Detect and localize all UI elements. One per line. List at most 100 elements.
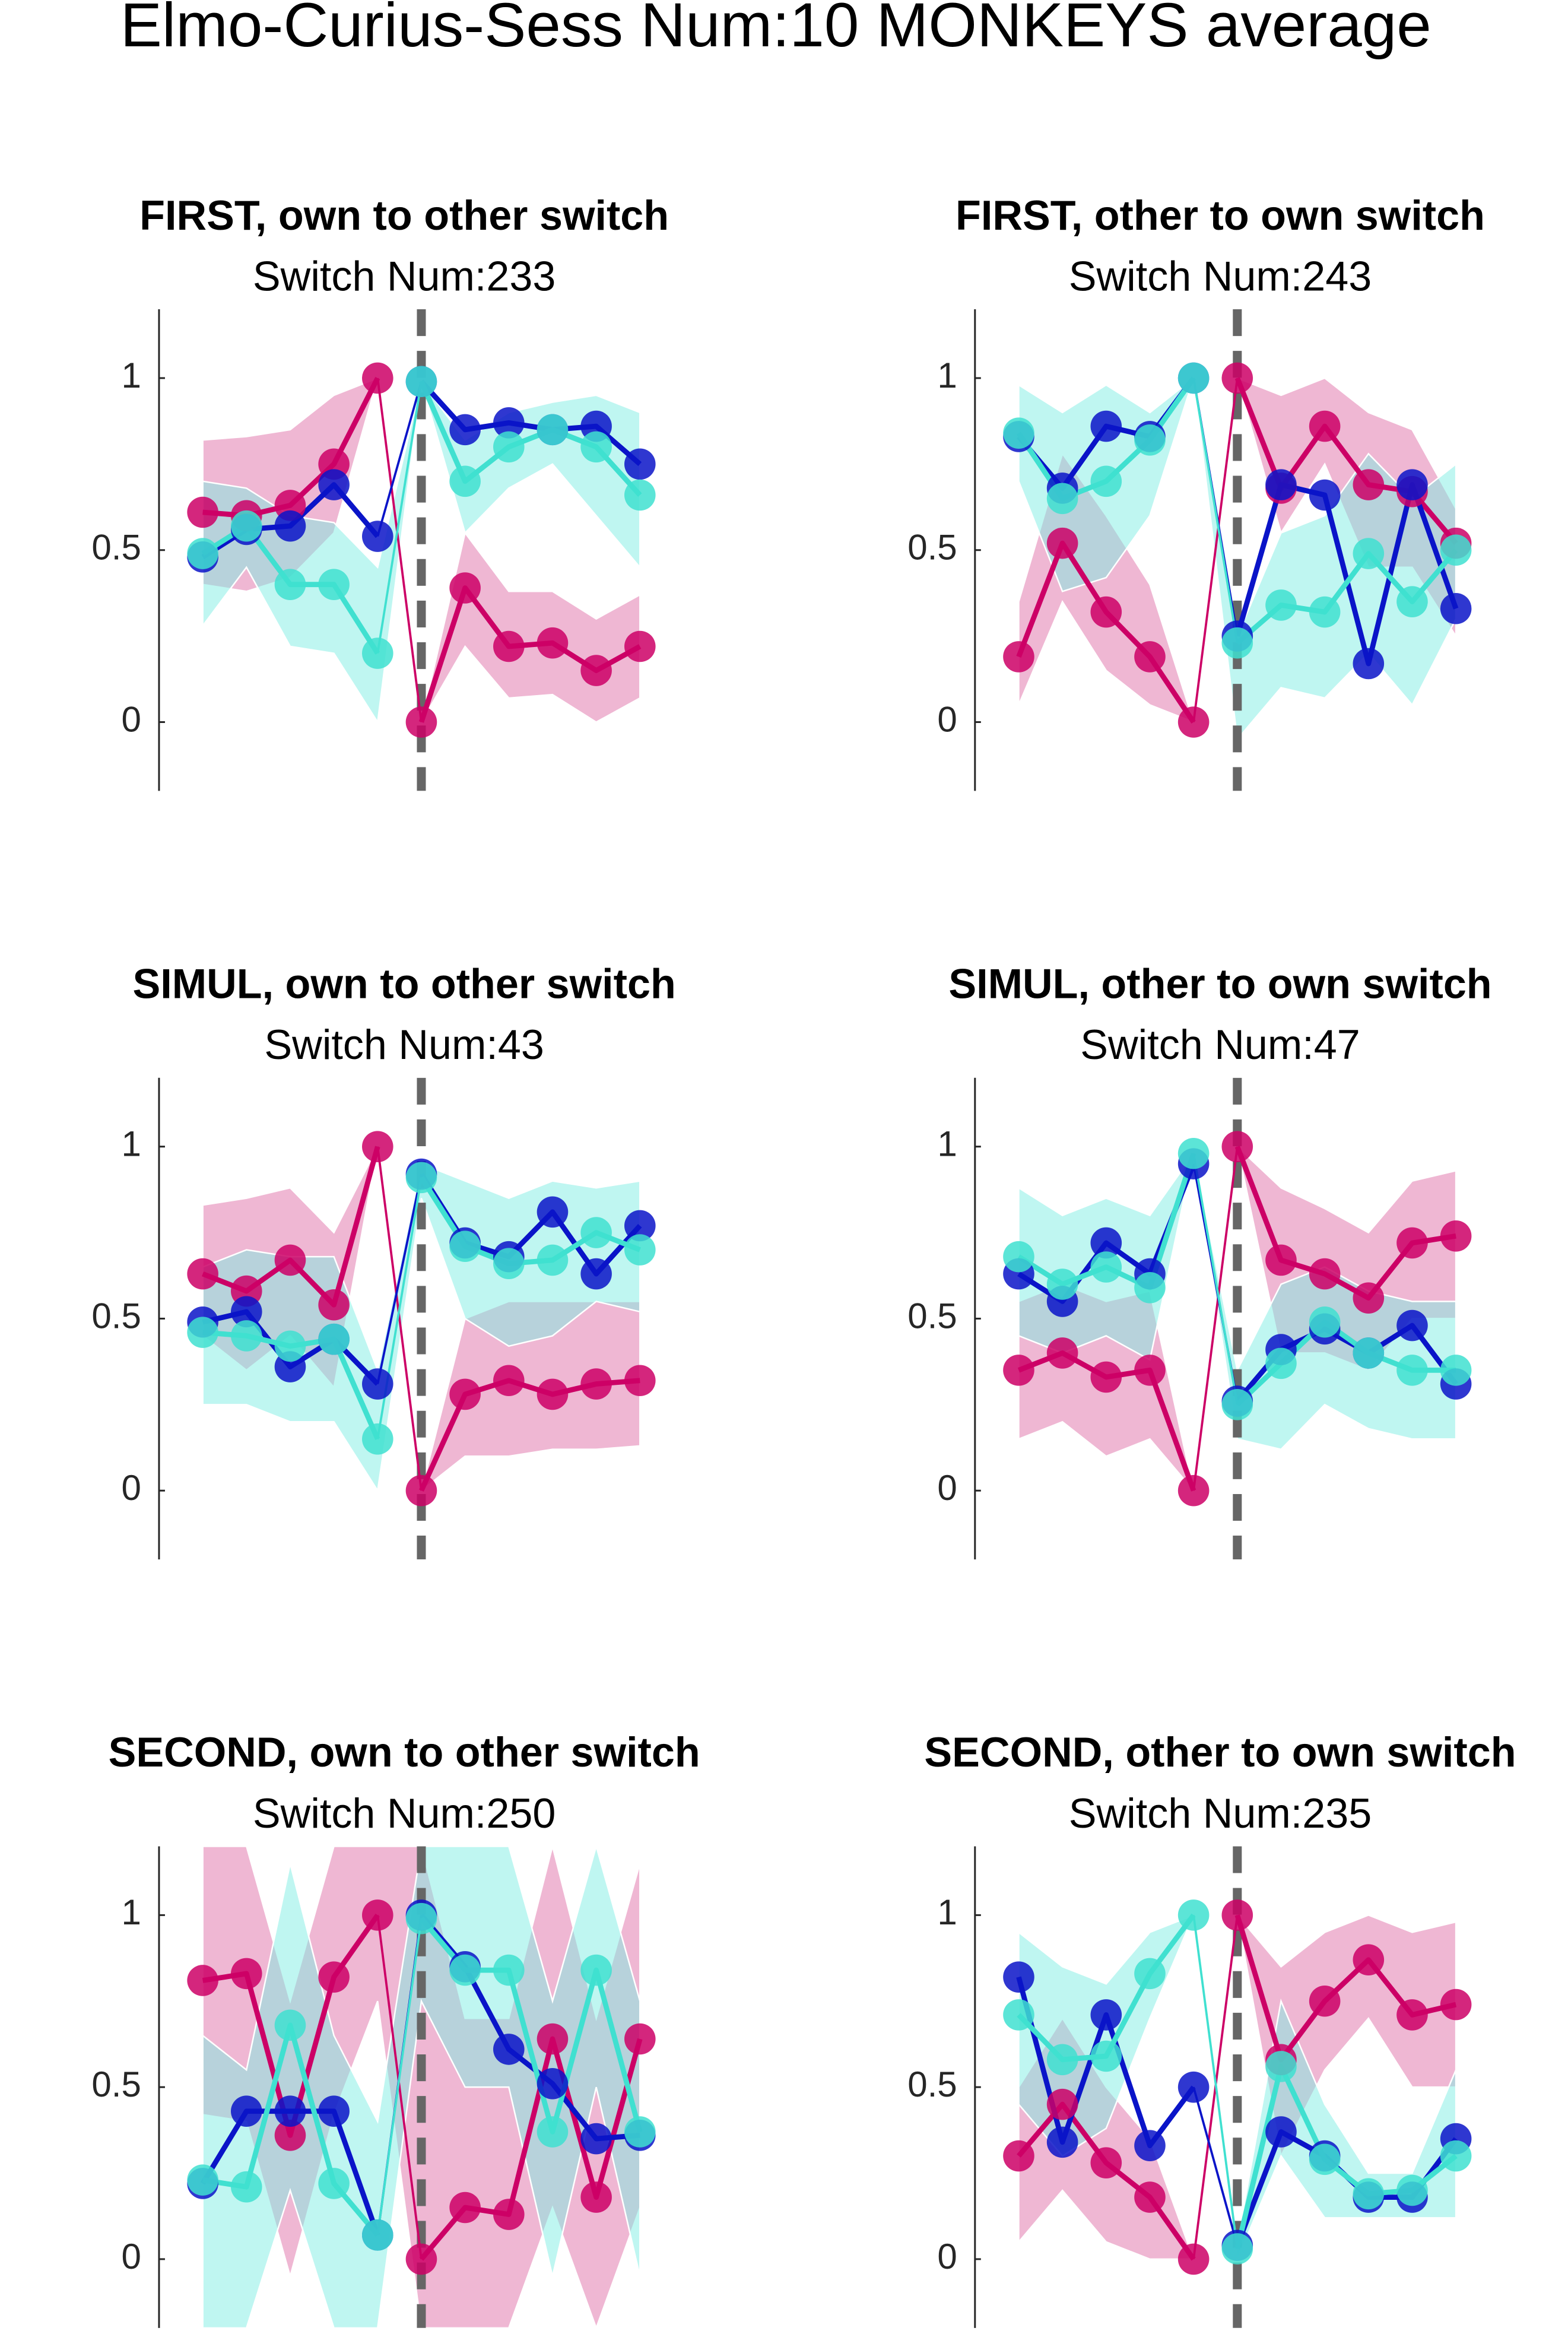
marker bbox=[537, 2116, 569, 2148]
marker bbox=[1134, 424, 1166, 456]
marker bbox=[1134, 1355, 1166, 1386]
marker bbox=[1309, 479, 1341, 511]
marker bbox=[1353, 469, 1385, 500]
marker bbox=[230, 1320, 262, 1352]
marker bbox=[1353, 1944, 1385, 1976]
panel-subtitle: Switch Num:250 bbox=[253, 1790, 556, 1837]
marker bbox=[449, 465, 481, 497]
y-tick-label: 0.5 bbox=[91, 528, 141, 567]
marker bbox=[1353, 538, 1385, 569]
plot-area bbox=[1003, 309, 1472, 791]
switch-segment bbox=[1192, 1915, 1239, 2249]
marker bbox=[449, 1378, 481, 1410]
marker bbox=[1353, 648, 1385, 680]
marker bbox=[361, 521, 393, 552]
marker bbox=[274, 1330, 306, 1362]
marker bbox=[1046, 1337, 1078, 1369]
switch-segment bbox=[1192, 378, 1239, 643]
switch-segment bbox=[1192, 1146, 1239, 1491]
marker bbox=[1309, 1258, 1341, 1290]
marker bbox=[405, 2243, 437, 2275]
marker bbox=[537, 2068, 569, 2100]
marker bbox=[1046, 2044, 1078, 2076]
marker bbox=[361, 1423, 393, 1455]
panel: FIRST, other to own switch Switch Num:243… bbox=[907, 192, 1485, 791]
y-tick-label: 0.5 bbox=[91, 2064, 141, 2104]
marker bbox=[493, 630, 525, 662]
marker bbox=[1440, 592, 1472, 624]
marker bbox=[230, 510, 262, 542]
marker bbox=[274, 2119, 306, 2151]
marker bbox=[1221, 1131, 1253, 1162]
marker bbox=[1396, 1309, 1428, 1341]
marker bbox=[624, 1210, 656, 1242]
marker bbox=[580, 2181, 612, 2213]
marker bbox=[318, 2095, 350, 2127]
marker bbox=[493, 2034, 525, 2065]
marker bbox=[624, 448, 656, 480]
marker bbox=[1090, 1251, 1122, 1283]
marker bbox=[1090, 465, 1122, 497]
y-tick-label: 0 bbox=[121, 1468, 141, 1508]
marker bbox=[537, 1196, 569, 1228]
switch-segment bbox=[376, 378, 423, 722]
marker bbox=[274, 510, 306, 542]
marker bbox=[493, 2199, 525, 2230]
panel-subtitle: Switch Num:243 bbox=[1069, 253, 1372, 299]
marker bbox=[1221, 1389, 1253, 1420]
marker bbox=[1003, 2140, 1034, 2172]
marker bbox=[1396, 2174, 1428, 2206]
y-tick-label: 0 bbox=[937, 699, 957, 739]
marker bbox=[1134, 1958, 1166, 1990]
marker bbox=[1396, 586, 1428, 617]
marker bbox=[230, 2095, 262, 2127]
marker bbox=[274, 2009, 306, 2041]
marker bbox=[1090, 1227, 1122, 1259]
marker bbox=[318, 1289, 350, 1321]
marker bbox=[1353, 2178, 1385, 2210]
error-band bbox=[202, 1162, 641, 1493]
marker bbox=[1309, 596, 1341, 628]
marker bbox=[405, 1162, 437, 1194]
marker bbox=[1440, 1220, 1472, 1252]
marker bbox=[1090, 410, 1122, 442]
switch-segment bbox=[376, 1177, 423, 1439]
marker bbox=[1046, 1268, 1078, 1300]
marker bbox=[318, 2168, 350, 2199]
y-tick-label: 1 bbox=[937, 1892, 957, 1932]
switch-segment bbox=[1192, 378, 1239, 722]
switch-segment bbox=[376, 1146, 423, 1491]
marker bbox=[537, 1378, 569, 1410]
marker bbox=[580, 2123, 612, 2155]
switch-segment bbox=[1192, 2086, 1239, 2246]
y-tick-label: 0.5 bbox=[91, 1296, 141, 1336]
marker bbox=[449, 1230, 481, 1263]
y-tick-label: 0 bbox=[937, 1468, 957, 1508]
marker bbox=[230, 1958, 262, 1990]
panel: SECOND, other to own switch Switch Num:23… bbox=[907, 1729, 1516, 2328]
plot-area bbox=[187, 1077, 656, 1560]
marker bbox=[449, 2192, 481, 2224]
panel-title: FIRST, own to other switch bbox=[139, 192, 669, 239]
marker bbox=[187, 1317, 218, 1348]
marker bbox=[1177, 706, 1210, 738]
y-tick-label: 0.5 bbox=[907, 1296, 957, 1336]
marker bbox=[187, 496, 218, 528]
marker bbox=[449, 414, 481, 446]
marker bbox=[1003, 1999, 1034, 2031]
marker bbox=[580, 1954, 612, 1986]
marker bbox=[493, 431, 525, 463]
marker bbox=[1221, 362, 1253, 394]
marker bbox=[187, 1965, 218, 1996]
marker bbox=[1134, 1271, 1166, 1304]
marker bbox=[1134, 641, 1166, 673]
marker bbox=[1440, 2140, 1472, 2172]
marker bbox=[405, 706, 437, 738]
panel-title: SECOND, own to other switch bbox=[109, 1729, 700, 1775]
marker bbox=[1177, 2071, 1210, 2103]
plot-area bbox=[1003, 1077, 1472, 1560]
marker bbox=[493, 1365, 525, 1397]
panel-title: SIMUL, own to other switch bbox=[133, 961, 676, 1007]
marker bbox=[318, 1961, 350, 1993]
y-tick-label: 1 bbox=[121, 356, 141, 395]
